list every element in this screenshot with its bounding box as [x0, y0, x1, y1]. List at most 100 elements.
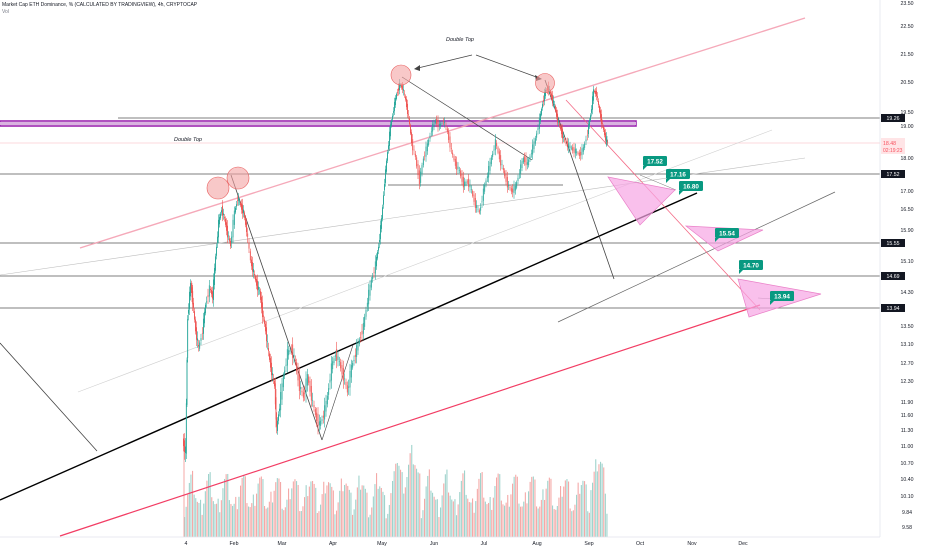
- candle-body: [388, 145, 389, 150]
- volume-bar: [420, 518, 422, 537]
- volume-bar: [604, 493, 606, 537]
- candle-body: [338, 361, 340, 362]
- candle-body: [581, 148, 583, 155]
- pattern-line-c: [401, 76, 533, 161]
- candle-body: [278, 414, 279, 421]
- candle-body: [555, 106, 556, 111]
- volume-bar: [545, 488, 547, 537]
- price-level-label-bg: [881, 239, 905, 247]
- candle-body: [354, 354, 356, 357]
- volume-bar: [441, 495, 443, 537]
- candle-body: [282, 375, 284, 388]
- volume-bar: [572, 510, 574, 537]
- volume-bar: [403, 493, 405, 537]
- volume-bar: [540, 499, 542, 537]
- candle-body: [486, 176, 488, 179]
- volume-bar: [555, 509, 557, 537]
- candle-body: [296, 362, 298, 372]
- candle-body: [438, 123, 440, 127]
- volume-bar: [185, 506, 187, 537]
- candle-body: [267, 341, 268, 343]
- volume-bar: [326, 485, 328, 537]
- candle-body: [215, 256, 216, 271]
- candle-body: [224, 217, 225, 219]
- volume-bar: [212, 501, 214, 537]
- candle-body: [399, 82, 400, 91]
- price-level-label-text: 14.69: [887, 274, 900, 280]
- volume-bar: [587, 511, 589, 537]
- candle-body: [428, 139, 430, 146]
- volume-bar: [344, 485, 346, 537]
- descending-line: [0, 342, 98, 452]
- candle-body: [368, 289, 370, 305]
- volume-bar: [489, 497, 491, 537]
- price-level-label-text: 17.52: [887, 172, 900, 178]
- target-label-tail: [679, 191, 683, 195]
- candle-body: [376, 257, 377, 267]
- volume-bar: [451, 499, 453, 537]
- target-label-bg: [679, 181, 703, 191]
- candle-body: [558, 121, 559, 123]
- drawing-lines: [0, 17, 880, 537]
- candle-body: [580, 151, 582, 156]
- candle-body: [560, 126, 561, 130]
- volume-bar: [467, 498, 469, 537]
- candle-body: [249, 251, 251, 261]
- candle-body: [469, 184, 471, 188]
- volume-bar: [560, 486, 562, 537]
- volume-bar: [190, 474, 192, 537]
- volume-bar: [352, 514, 354, 537]
- candle-body: [314, 409, 316, 415]
- candle-body: [602, 123, 603, 124]
- candle-body: [416, 157, 418, 167]
- candle-body: [321, 419, 323, 421]
- candle-body: [510, 188, 512, 192]
- volume-bar: [422, 510, 424, 537]
- candle-body: [482, 188, 484, 201]
- target-label-text: 17.52: [647, 158, 663, 165]
- inner-channel-line: [77, 129, 773, 393]
- price-level-label-bg: [881, 170, 905, 178]
- candle-body: [538, 117, 540, 129]
- volume-bar: [603, 467, 605, 537]
- volume-bar: [193, 494, 195, 537]
- arrow-head-left: [414, 65, 420, 71]
- candle-body: [536, 133, 538, 138]
- candle-body: [350, 365, 352, 378]
- candle-body: [393, 111, 394, 113]
- volume-bar: [358, 475, 360, 537]
- candle-body: [430, 131, 432, 133]
- candle-body: [195, 319, 196, 332]
- candle-body: [264, 319, 265, 324]
- countdown-value: 02:19:23: [883, 148, 903, 154]
- volume-bar: [510, 494, 512, 537]
- candle-body: [564, 139, 566, 141]
- candle-body: [565, 140, 567, 144]
- candle-body: [360, 337, 362, 338]
- candle-body: [502, 167, 504, 171]
- candle-body: [577, 152, 579, 154]
- candle-body: [582, 147, 584, 152]
- candle-body: [432, 123, 434, 132]
- time-axis-tick: Mar: [278, 541, 287, 547]
- volume-bar: [262, 479, 264, 537]
- candle-body: [556, 109, 557, 117]
- volume-bar: [392, 480, 394, 537]
- candle-body: [448, 131, 450, 140]
- candle-body: [397, 92, 398, 93]
- volume-bar: [283, 510, 285, 537]
- volume-bar: [412, 464, 414, 537]
- candle-body: [412, 139, 414, 151]
- volume-bar: [537, 508, 539, 537]
- volume-bar: [483, 497, 485, 537]
- volume-bar: [550, 478, 552, 537]
- lower-channel-line: [59, 304, 761, 537]
- candle-body: [348, 386, 350, 388]
- target-label-tail: [770, 301, 774, 305]
- volume-bar: [323, 481, 325, 537]
- pattern-line-a: [230, 174, 323, 441]
- volume-bar: [310, 481, 312, 537]
- volume-bar: [244, 476, 246, 537]
- volume-bar: [257, 483, 259, 537]
